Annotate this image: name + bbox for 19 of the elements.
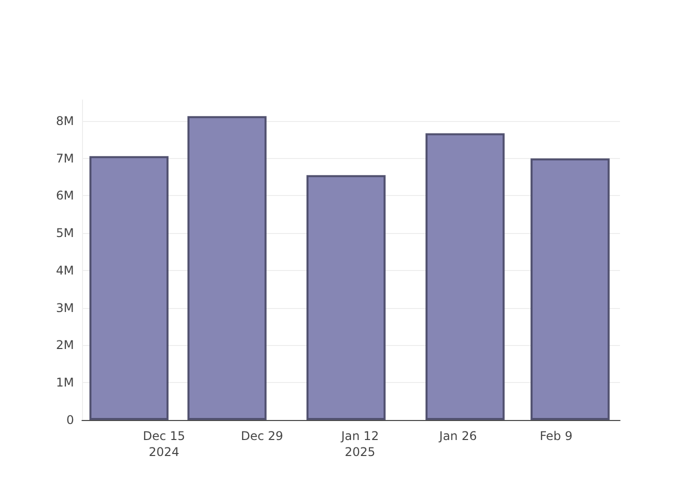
y-tick-label: 7M: [56, 151, 74, 166]
y-tick-label: 8M: [56, 114, 74, 128]
y-tick-label: 6M: [56, 188, 74, 203]
y-tick-label: 5M: [56, 226, 74, 240]
bar: [306, 175, 386, 420]
x-tick-label: Jan 12 2025: [340, 429, 379, 459]
x-tick-label: Dec 15 2024: [142, 429, 186, 459]
x-tick-label: Feb 9: [540, 429, 572, 443]
x-tick-label: Dec 29: [240, 429, 284, 443]
x-tick-label: Jan 26: [438, 429, 477, 443]
bar: [187, 116, 267, 420]
y-tick-label: 3M: [56, 300, 74, 315]
y-tick-label: 4M: [56, 263, 74, 278]
y-tick-label: 0: [66, 413, 74, 427]
bar: [530, 158, 610, 420]
bar: [426, 133, 505, 420]
y-tick-label: 1M: [56, 376, 74, 390]
y-tick-label: 2M: [56, 338, 74, 352]
bar: [89, 156, 169, 420]
